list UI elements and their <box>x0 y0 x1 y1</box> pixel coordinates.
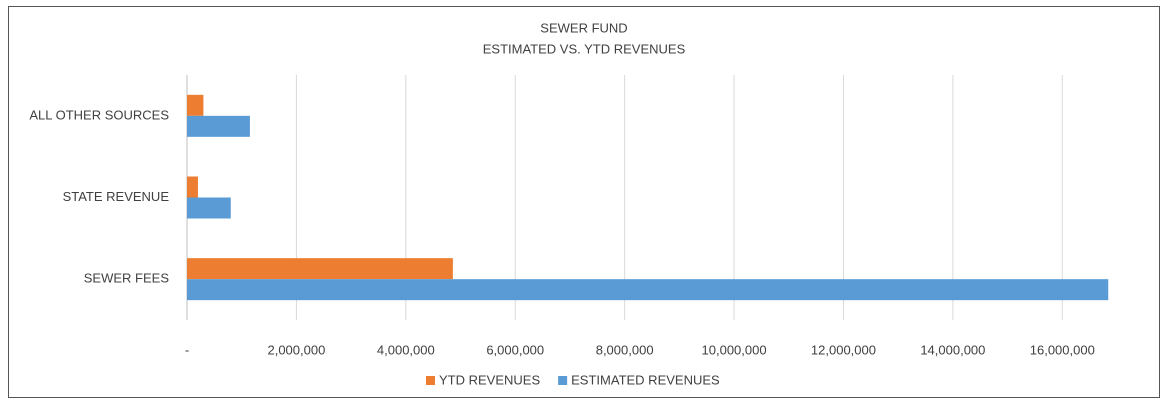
legend-label: ESTIMATED REVENUES <box>571 372 720 387</box>
bar <box>187 279 1109 301</box>
x-tick-label: - <box>185 342 189 357</box>
chart-frame <box>8 6 1160 398</box>
x-tick-label: 2,000,000 <box>267 342 325 357</box>
bar <box>187 258 453 280</box>
y-tick-label: SEWER FEES <box>84 271 170 286</box>
x-tick-label: 14,000,000 <box>920 342 985 357</box>
y-tick-label: STATE REVENUE <box>63 189 170 204</box>
x-tick-label: 8,000,000 <box>596 342 654 357</box>
x-tick-label: 10,000,000 <box>702 342 767 357</box>
bar <box>187 115 250 137</box>
chart-subtitle: ESTIMATED VS. YTD REVENUES <box>483 41 686 56</box>
bar <box>187 94 204 116</box>
chart-title: SEWER FUND <box>540 20 627 35</box>
legend-swatch <box>426 376 435 385</box>
x-tick-label: 4,000,000 <box>377 342 435 357</box>
bar <box>187 176 198 198</box>
x-tick-label: 12,000,000 <box>811 342 876 357</box>
legend-label: YTD REVENUES <box>439 372 540 387</box>
bar <box>187 197 231 219</box>
x-tick-label: 6,000,000 <box>486 342 544 357</box>
legend-swatch <box>558 376 568 385</box>
y-tick-label: ALL OTHER SOURCES <box>29 107 169 122</box>
x-tick-label: 16,000,000 <box>1030 342 1095 357</box>
